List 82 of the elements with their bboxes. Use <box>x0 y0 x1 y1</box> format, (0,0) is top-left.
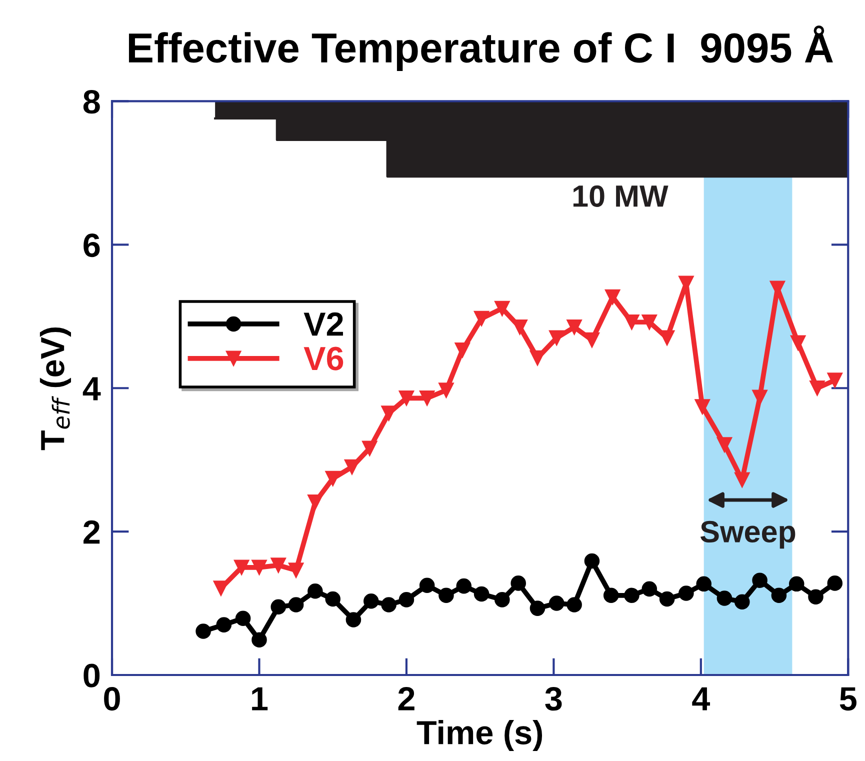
legend-label: V6 <box>304 346 344 370</box>
point <box>716 590 732 606</box>
y-tick-label: 8 <box>83 90 100 114</box>
point <box>362 440 378 456</box>
band-label: Sweep <box>700 520 796 549</box>
x-tick-label: 2 <box>398 687 414 710</box>
point <box>512 320 528 335</box>
point <box>716 437 732 452</box>
point <box>419 578 435 593</box>
point <box>398 390 414 406</box>
point <box>788 576 804 592</box>
point <box>454 342 470 358</box>
point <box>381 597 396 612</box>
x-tick-label: 0 <box>104 687 120 711</box>
point <box>734 472 750 488</box>
point <box>288 562 304 578</box>
point <box>234 560 250 576</box>
point <box>325 470 340 486</box>
point <box>474 586 490 602</box>
point <box>216 617 232 632</box>
point <box>494 300 510 316</box>
y-axis-title: T$_{eff}$ (eV) <box>40 327 71 450</box>
point <box>346 612 362 628</box>
point <box>419 390 435 406</box>
x-tick-label: 4 <box>692 687 710 710</box>
point <box>624 314 640 330</box>
y-tick-label: 2 <box>84 520 100 544</box>
legend-label: V2 <box>304 312 343 336</box>
x-axis-title: Time (s) <box>416 720 542 752</box>
chart-title: Effective Temperature of C I 9095 Å <box>128 26 833 71</box>
point <box>456 578 472 594</box>
point <box>642 581 658 597</box>
point <box>288 597 304 612</box>
point <box>270 558 286 573</box>
point <box>438 588 454 604</box>
point <box>808 589 824 604</box>
point <box>696 576 712 592</box>
point <box>584 332 600 348</box>
point <box>252 632 267 648</box>
point <box>752 390 768 406</box>
point <box>196 624 211 639</box>
point <box>474 310 490 326</box>
point <box>624 588 640 604</box>
point <box>827 576 843 591</box>
x-tick-label: 3 <box>545 687 562 711</box>
point <box>827 372 843 388</box>
point <box>235 610 251 626</box>
point <box>398 592 414 608</box>
point <box>752 572 768 588</box>
point <box>325 591 340 607</box>
point <box>694 399 710 414</box>
point <box>530 350 546 366</box>
x-tick-label: 1 <box>252 687 268 710</box>
x-tick-label: 5 <box>840 687 856 711</box>
point <box>584 553 600 569</box>
point <box>566 597 582 612</box>
point <box>548 330 564 346</box>
point <box>548 596 564 611</box>
point <box>530 600 546 616</box>
y-tick-label: 6 <box>84 233 100 258</box>
point <box>604 289 620 305</box>
point <box>678 586 694 601</box>
point <box>734 594 750 610</box>
y-tick-label: 4 <box>82 377 101 400</box>
point <box>494 592 510 608</box>
point <box>603 588 619 604</box>
point <box>363 593 379 609</box>
point <box>344 459 360 475</box>
point <box>566 320 582 335</box>
y-tick-label: 0 <box>84 664 100 688</box>
point <box>308 494 323 510</box>
point <box>790 335 806 351</box>
point <box>438 382 454 398</box>
point <box>252 560 267 576</box>
point <box>771 588 787 604</box>
point <box>510 576 526 591</box>
annotation: 10 MW <box>573 185 668 207</box>
point <box>659 591 675 607</box>
point <box>642 314 658 330</box>
point <box>270 599 286 615</box>
point <box>810 380 825 396</box>
point <box>308 583 323 599</box>
